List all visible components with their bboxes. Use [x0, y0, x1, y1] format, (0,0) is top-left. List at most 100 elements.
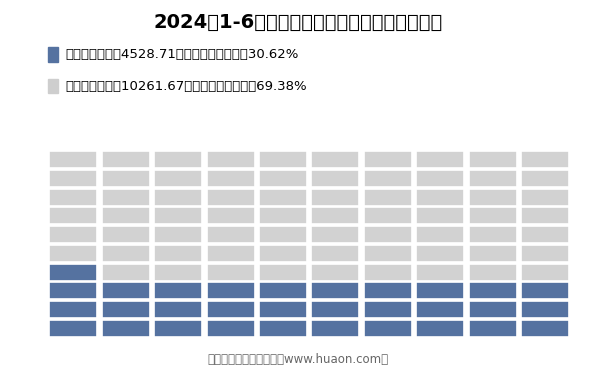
FancyBboxPatch shape [364, 189, 412, 206]
FancyBboxPatch shape [154, 245, 202, 262]
FancyBboxPatch shape [259, 320, 307, 337]
FancyBboxPatch shape [364, 207, 412, 225]
FancyBboxPatch shape [311, 320, 359, 337]
FancyBboxPatch shape [416, 189, 464, 206]
FancyBboxPatch shape [49, 207, 97, 225]
FancyBboxPatch shape [259, 151, 307, 168]
FancyBboxPatch shape [101, 245, 150, 262]
FancyBboxPatch shape [154, 301, 202, 318]
FancyBboxPatch shape [468, 282, 517, 300]
FancyBboxPatch shape [259, 264, 307, 281]
FancyBboxPatch shape [311, 282, 359, 300]
FancyBboxPatch shape [154, 226, 202, 243]
FancyBboxPatch shape [206, 207, 254, 225]
FancyBboxPatch shape [364, 320, 412, 337]
FancyBboxPatch shape [364, 245, 412, 262]
FancyBboxPatch shape [364, 226, 412, 243]
FancyBboxPatch shape [49, 320, 97, 337]
FancyBboxPatch shape [468, 170, 517, 187]
FancyBboxPatch shape [206, 320, 254, 337]
Text: 本年新签合同额4528.71亿元，占签订合同的30.62%: 本年新签合同额4528.71亿元，占签订合同的30.62% [66, 48, 299, 61]
FancyBboxPatch shape [206, 264, 254, 281]
FancyBboxPatch shape [311, 264, 359, 281]
FancyBboxPatch shape [49, 226, 97, 243]
FancyBboxPatch shape [49, 245, 97, 262]
FancyBboxPatch shape [468, 245, 517, 262]
FancyBboxPatch shape [154, 207, 202, 225]
FancyBboxPatch shape [154, 151, 202, 168]
FancyBboxPatch shape [154, 264, 202, 281]
FancyBboxPatch shape [101, 151, 150, 168]
FancyBboxPatch shape [206, 245, 254, 262]
FancyBboxPatch shape [206, 226, 254, 243]
FancyBboxPatch shape [154, 282, 202, 300]
FancyBboxPatch shape [154, 189, 202, 206]
FancyBboxPatch shape [49, 151, 97, 168]
FancyBboxPatch shape [468, 226, 517, 243]
FancyBboxPatch shape [49, 264, 97, 281]
FancyBboxPatch shape [416, 151, 464, 168]
FancyBboxPatch shape [259, 207, 307, 225]
FancyBboxPatch shape [206, 282, 254, 300]
FancyBboxPatch shape [416, 245, 464, 262]
FancyBboxPatch shape [154, 320, 202, 337]
FancyBboxPatch shape [311, 245, 359, 262]
FancyBboxPatch shape [468, 189, 517, 206]
FancyBboxPatch shape [521, 151, 569, 168]
FancyBboxPatch shape [101, 320, 150, 337]
FancyBboxPatch shape [521, 301, 569, 318]
FancyBboxPatch shape [468, 301, 517, 318]
FancyBboxPatch shape [364, 282, 412, 300]
FancyBboxPatch shape [416, 301, 464, 318]
FancyBboxPatch shape [101, 207, 150, 225]
FancyBboxPatch shape [154, 170, 202, 187]
FancyBboxPatch shape [311, 226, 359, 243]
FancyBboxPatch shape [101, 226, 150, 243]
Text: 上年结转合同额10261.67亿元，占签订合同的69.38%: 上年结转合同额10261.67亿元，占签订合同的69.38% [66, 80, 307, 93]
FancyBboxPatch shape [521, 170, 569, 187]
FancyBboxPatch shape [49, 170, 97, 187]
FancyBboxPatch shape [364, 264, 412, 281]
FancyBboxPatch shape [311, 170, 359, 187]
FancyBboxPatch shape [521, 320, 569, 337]
FancyBboxPatch shape [206, 301, 254, 318]
FancyBboxPatch shape [416, 264, 464, 281]
FancyBboxPatch shape [311, 189, 359, 206]
FancyBboxPatch shape [311, 151, 359, 168]
FancyBboxPatch shape [311, 207, 359, 225]
FancyBboxPatch shape [259, 189, 307, 206]
FancyBboxPatch shape [416, 226, 464, 243]
FancyBboxPatch shape [521, 226, 569, 243]
FancyBboxPatch shape [101, 264, 150, 281]
FancyBboxPatch shape [468, 264, 517, 281]
FancyBboxPatch shape [206, 151, 254, 168]
FancyBboxPatch shape [49, 301, 97, 318]
FancyBboxPatch shape [101, 170, 150, 187]
FancyBboxPatch shape [468, 320, 517, 337]
Text: 制图：华经产业研究院（www.huaon.com）: 制图：华经产业研究院（www.huaon.com） [207, 352, 389, 366]
FancyBboxPatch shape [259, 226, 307, 243]
FancyBboxPatch shape [416, 207, 464, 225]
FancyBboxPatch shape [364, 170, 412, 187]
Text: 2024年1-6月天津建筑业企业签订合同金额结构: 2024年1-6月天津建筑业企业签订合同金额结构 [153, 13, 443, 32]
FancyBboxPatch shape [364, 151, 412, 168]
FancyBboxPatch shape [521, 207, 569, 225]
FancyBboxPatch shape [416, 282, 464, 300]
FancyBboxPatch shape [259, 170, 307, 187]
FancyBboxPatch shape [468, 207, 517, 225]
FancyBboxPatch shape [49, 282, 97, 300]
FancyBboxPatch shape [521, 282, 569, 300]
FancyBboxPatch shape [416, 320, 464, 337]
FancyBboxPatch shape [468, 151, 517, 168]
FancyBboxPatch shape [259, 301, 307, 318]
FancyBboxPatch shape [101, 301, 150, 318]
FancyBboxPatch shape [311, 301, 359, 318]
FancyBboxPatch shape [101, 189, 150, 206]
FancyBboxPatch shape [364, 301, 412, 318]
FancyBboxPatch shape [259, 245, 307, 262]
FancyBboxPatch shape [49, 189, 97, 206]
FancyBboxPatch shape [416, 170, 464, 187]
FancyBboxPatch shape [259, 282, 307, 300]
FancyBboxPatch shape [206, 170, 254, 187]
FancyBboxPatch shape [521, 189, 569, 206]
